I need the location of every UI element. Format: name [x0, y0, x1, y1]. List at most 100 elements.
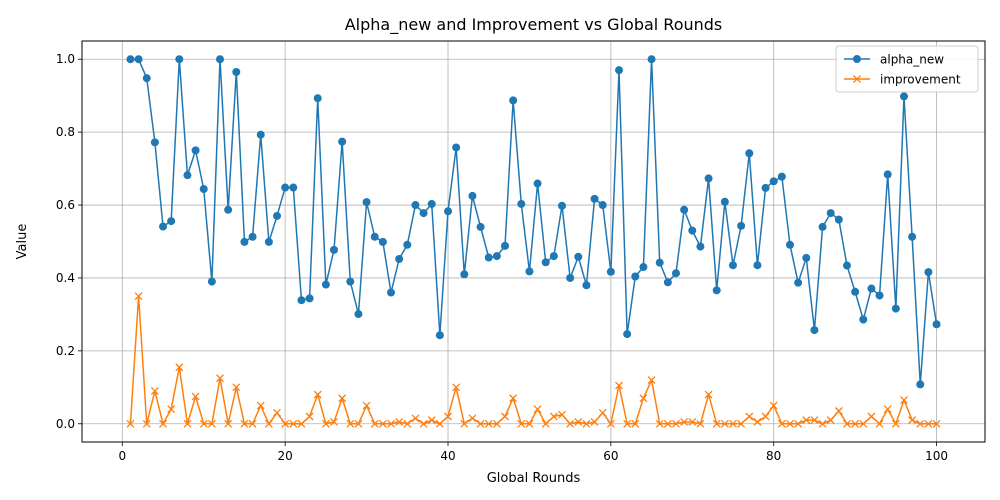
data-point-improvement	[672, 419, 680, 428]
data-point-improvement	[175, 363, 184, 372]
data-point-improvement	[859, 419, 868, 428]
data-point-alpha_new	[851, 287, 860, 296]
data-point-alpha_new	[810, 326, 819, 335]
data-point-improvement	[167, 405, 176, 414]
data-point-improvement	[924, 419, 933, 428]
x-tick-label: 60	[603, 449, 618, 463]
data-point-improvement	[313, 390, 322, 399]
data-point-improvement	[419, 419, 428, 428]
data-point-improvement	[558, 410, 566, 419]
data-point-alpha_new	[468, 191, 477, 200]
y-tick-label: 1.0	[56, 52, 75, 66]
data-point-alpha_new	[769, 177, 778, 186]
data-point-alpha_new	[688, 226, 697, 235]
data-point-alpha_new	[916, 380, 925, 389]
data-point-alpha_new	[395, 254, 404, 263]
data-point-improvement	[403, 419, 412, 428]
data-point-alpha_new	[680, 205, 689, 214]
data-point-alpha_new	[476, 222, 485, 231]
data-point-alpha_new	[126, 55, 135, 64]
y-tick-label: 0.8	[56, 125, 75, 139]
data-point-alpha_new	[248, 232, 257, 241]
data-point-improvement	[525, 419, 534, 428]
data-point-alpha_new	[338, 137, 347, 146]
data-point-alpha_new	[794, 278, 803, 287]
data-point-alpha_new	[134, 55, 143, 64]
data-point-improvement	[663, 419, 672, 428]
data-point-alpha_new	[387, 288, 396, 297]
data-point-alpha_new	[541, 258, 550, 267]
grid-layer	[82, 41, 985, 442]
data-point-improvement	[484, 419, 493, 428]
data-point-alpha_new	[346, 277, 355, 286]
data-point-alpha_new	[696, 242, 705, 251]
data-point-improvement	[517, 419, 526, 428]
data-point-alpha_new	[533, 179, 542, 188]
data-point-improvement	[427, 416, 436, 425]
legend-label-alpha_new: alpha_new	[880, 53, 944, 67]
data-point-improvement	[232, 383, 241, 392]
data-point-improvement	[777, 419, 786, 428]
data-point-alpha_new	[574, 252, 583, 261]
data-point-alpha_new	[826, 209, 835, 218]
data-point-alpha_new	[419, 209, 428, 218]
data-point-improvement	[802, 416, 811, 425]
data-point-alpha_new	[785, 240, 794, 249]
data-point-alpha_new	[899, 92, 908, 101]
data-point-alpha_new	[924, 268, 933, 277]
data-point-alpha_new	[883, 170, 892, 179]
data-point-improvement	[150, 387, 159, 395]
data-point-alpha_new	[606, 267, 615, 276]
y-tick-label: 0.4	[56, 271, 75, 285]
data-point-alpha_new	[623, 330, 632, 339]
data-point-improvement	[843, 419, 851, 428]
data-point-improvement	[696, 419, 705, 428]
data-point-alpha_new	[224, 205, 233, 214]
data-point-improvement	[818, 419, 827, 428]
data-point-improvement	[908, 416, 917, 425]
data-point-alpha_new	[484, 253, 493, 262]
data-point-alpha_new	[842, 261, 851, 270]
data-point-improvement	[346, 419, 355, 428]
data-point-improvement	[737, 419, 746, 428]
data-point-improvement	[900, 396, 908, 405]
data-point-improvement	[598, 408, 607, 417]
data-point-alpha_new	[509, 96, 518, 105]
series-line-alpha_new	[130, 58, 938, 386]
data-point-alpha_new	[378, 237, 387, 246]
data-point-improvement	[834, 407, 843, 415]
data-point-improvement	[273, 408, 281, 417]
data-point-alpha_new	[273, 211, 282, 220]
data-point-alpha_new	[444, 207, 453, 216]
data-point-alpha_new	[232, 67, 241, 76]
data-point-improvement	[330, 417, 338, 426]
data-point-improvement	[476, 419, 485, 428]
data-point-improvement	[395, 417, 404, 426]
legend-label-improvement: improvement	[880, 73, 961, 87]
data-point-improvement	[680, 417, 689, 426]
data-point-improvement	[875, 419, 884, 428]
data-point-improvement	[216, 374, 224, 383]
data-point-alpha_new	[867, 284, 876, 293]
data-point-alpha_new	[753, 261, 762, 270]
data-point-alpha_new	[256, 130, 265, 139]
data-point-improvement	[281, 419, 290, 428]
data-point-alpha_new	[859, 315, 868, 324]
data-point-alpha_new	[761, 183, 770, 192]
x-tick-label: 0	[118, 449, 126, 463]
data-point-improvement	[435, 419, 444, 428]
data-point-alpha_new	[207, 277, 216, 286]
data-point-alpha_new	[777, 172, 786, 181]
data-point-alpha_new	[720, 197, 729, 206]
data-point-alpha_new	[362, 198, 371, 207]
x-tick-label: 20	[278, 449, 293, 463]
data-point-improvement	[378, 419, 387, 428]
data-point-improvement	[631, 419, 640, 428]
data-point-improvement	[256, 401, 265, 410]
data-point-improvement	[509, 394, 518, 403]
data-point-alpha_new	[370, 232, 379, 241]
data-point-alpha_new	[908, 232, 917, 241]
data-point-improvement	[541, 419, 550, 428]
data-point-improvement	[321, 419, 330, 428]
data-point-alpha_new	[240, 237, 249, 246]
